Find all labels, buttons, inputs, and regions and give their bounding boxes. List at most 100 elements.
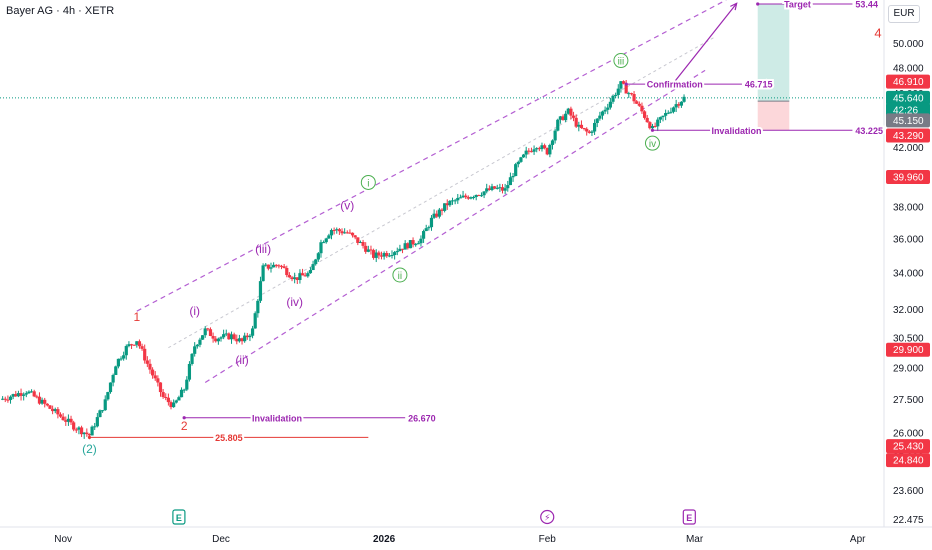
price-badge bbox=[886, 439, 930, 454]
candle-body bbox=[95, 417, 99, 427]
candle-body bbox=[311, 264, 315, 271]
candle-body bbox=[214, 338, 218, 342]
level-label: Invalidation bbox=[252, 413, 302, 423]
candle-body bbox=[256, 300, 260, 314]
candle-body bbox=[72, 422, 76, 430]
candle-body bbox=[548, 144, 552, 155]
time-tick-label: Apr bbox=[850, 534, 866, 545]
candle-body bbox=[561, 116, 565, 121]
candle-body bbox=[93, 426, 97, 428]
candle-body bbox=[119, 358, 123, 360]
position-loss-zone bbox=[757, 101, 790, 130]
channel-mid-line bbox=[168, 36, 716, 349]
candle-body bbox=[58, 414, 63, 417]
currency-selector[interactable]: EUR bbox=[888, 5, 920, 23]
candle-body bbox=[319, 242, 323, 254]
candle-body bbox=[495, 187, 499, 189]
candle-body bbox=[266, 264, 270, 269]
candle-body bbox=[524, 150, 528, 155]
candle-body bbox=[316, 253, 320, 260]
price-badge-label: 39.960 bbox=[893, 173, 924, 184]
candle-body bbox=[400, 248, 405, 250]
candle-body bbox=[427, 227, 431, 229]
candle-body bbox=[379, 255, 384, 257]
candle-body bbox=[224, 333, 228, 335]
candle-body bbox=[387, 255, 391, 257]
candle-body bbox=[308, 270, 313, 274]
candle-body bbox=[385, 253, 389, 257]
candle-body bbox=[172, 402, 176, 408]
candle-body bbox=[306, 273, 310, 277]
level-value: 43.225 bbox=[855, 126, 883, 136]
candle-body bbox=[237, 338, 242, 342]
candle-body bbox=[408, 240, 413, 249]
candle-body bbox=[679, 101, 684, 106]
candle-body bbox=[253, 313, 257, 329]
candle-body bbox=[11, 394, 15, 397]
candle-body bbox=[27, 391, 31, 394]
candle-body bbox=[287, 275, 292, 278]
candle-body bbox=[364, 245, 368, 252]
candle-body bbox=[556, 119, 560, 131]
candle-body bbox=[466, 197, 470, 199]
candle-body bbox=[185, 379, 189, 390]
candle-body bbox=[564, 113, 568, 121]
price-tick-label: 29.000 bbox=[893, 363, 924, 374]
candle-body bbox=[211, 335, 215, 339]
level-anchor bbox=[87, 435, 92, 440]
candle-body bbox=[40, 399, 44, 404]
price-badge bbox=[886, 170, 930, 185]
wave-label: ii bbox=[398, 271, 402, 282]
candle-body bbox=[632, 94, 636, 102]
candle-body bbox=[514, 164, 518, 177]
candle-body bbox=[250, 328, 255, 336]
candle-body bbox=[22, 394, 26, 396]
level-value: 26.670 bbox=[408, 413, 436, 423]
candle-body bbox=[611, 95, 615, 102]
candle-body bbox=[235, 339, 239, 342]
channel-lower-line bbox=[204, 69, 706, 383]
candle-body bbox=[574, 117, 578, 127]
candle-body bbox=[677, 104, 681, 106]
candle-body bbox=[174, 400, 178, 403]
candle-body bbox=[132, 344, 136, 346]
candle-body bbox=[543, 145, 547, 149]
candle-body bbox=[203, 328, 207, 336]
price-badge-label: 29.900 bbox=[893, 345, 924, 356]
candle-body bbox=[369, 249, 373, 251]
candle-body bbox=[148, 363, 152, 370]
candle-body bbox=[485, 188, 489, 192]
price-tick-label: 34.000 bbox=[893, 269, 924, 280]
candle-body bbox=[577, 124, 581, 127]
candle-body bbox=[261, 265, 265, 282]
candle-body bbox=[571, 115, 576, 118]
candle-body bbox=[461, 195, 465, 198]
projection-line bbox=[673, 2, 738, 84]
candle-body bbox=[32, 391, 36, 397]
candle-body bbox=[6, 399, 10, 401]
candle-body bbox=[61, 416, 65, 421]
candle-body bbox=[482, 191, 486, 196]
candle-body bbox=[356, 237, 360, 243]
candle-body bbox=[98, 410, 102, 418]
wave-circle bbox=[644, 135, 660, 151]
candle-body bbox=[590, 131, 594, 133]
candle-body bbox=[140, 346, 144, 349]
event-icon-glyph: ⚡ bbox=[544, 514, 550, 524]
price-tick-label: 38.000 bbox=[893, 202, 924, 213]
candle-body bbox=[19, 393, 23, 396]
candle-body bbox=[619, 81, 623, 89]
candle-body bbox=[248, 335, 252, 338]
candle-body bbox=[674, 104, 678, 108]
candle-body bbox=[637, 103, 641, 106]
candle-body bbox=[285, 267, 289, 276]
candle-body bbox=[182, 389, 186, 391]
price-tick-label: 42.000 bbox=[893, 143, 924, 154]
candle-body bbox=[227, 333, 231, 340]
candle-body bbox=[290, 277, 294, 280]
candle-body bbox=[358, 242, 363, 244]
candle-body bbox=[464, 195, 468, 198]
candle-body bbox=[103, 399, 107, 411]
price-badge bbox=[886, 453, 930, 468]
